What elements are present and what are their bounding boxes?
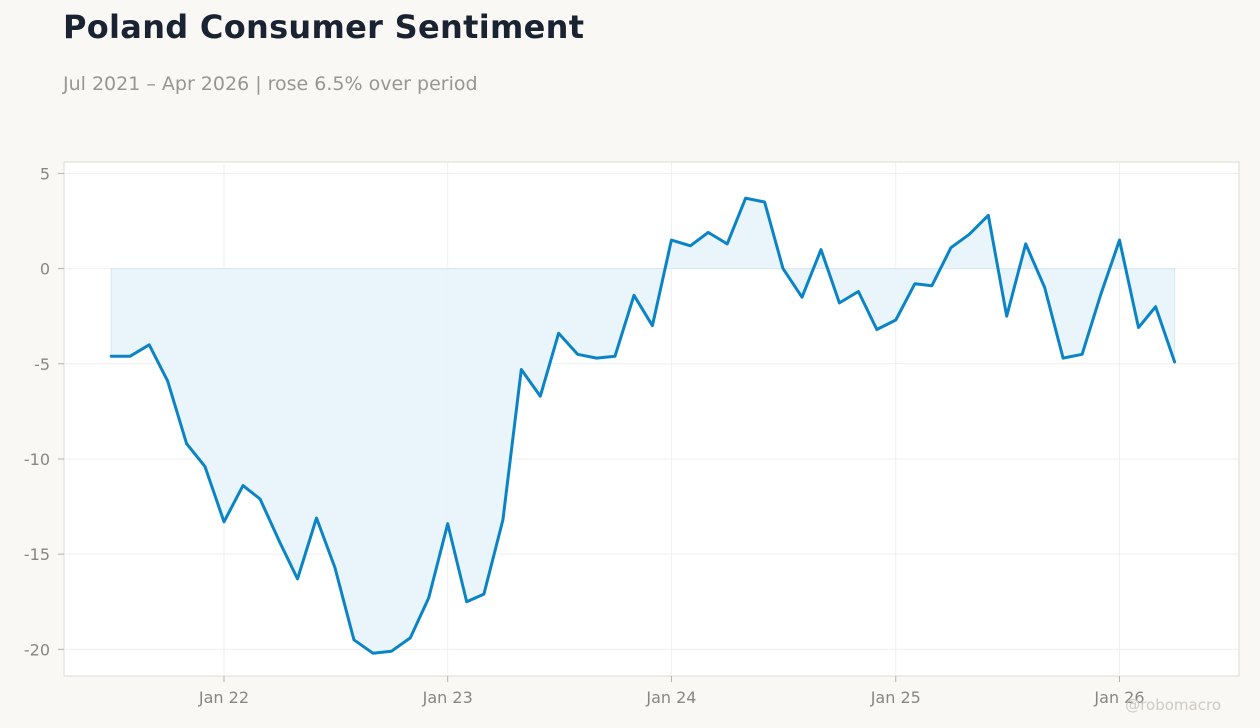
y-tick-label: 0 bbox=[40, 260, 50, 279]
x-tick-label: Jan 23 bbox=[422, 688, 473, 707]
watermark: @robomacro bbox=[1125, 696, 1221, 714]
series-line bbox=[109, 196, 1177, 655]
chart-subtitle: Jul 2021 – Apr 2026 | rose 6.5% over per… bbox=[63, 73, 478, 95]
x-tick-label: Jan 26 bbox=[1093, 688, 1144, 707]
axes: 5 0 -5 -10 -15 -20 Jan 22 Jan 23 Jan 24 Jan 25 Jan… bbox=[24, 164, 1145, 707]
y-tick-label: -10 bbox=[24, 450, 50, 469]
x-tick-label: Jan 24 bbox=[645, 688, 696, 707]
x-tick-label: Jan 22 bbox=[198, 688, 249, 707]
y-tick-label: 5 bbox=[40, 164, 50, 183]
chart-title: Poland Consumer Sentiment bbox=[63, 8, 585, 46]
x-tick-label: Jan 25 bbox=[870, 688, 921, 707]
y-tick-label: -5 bbox=[34, 355, 50, 374]
y-tick-label: -20 bbox=[24, 640, 50, 659]
y-tick-label: -15 bbox=[24, 545, 50, 564]
